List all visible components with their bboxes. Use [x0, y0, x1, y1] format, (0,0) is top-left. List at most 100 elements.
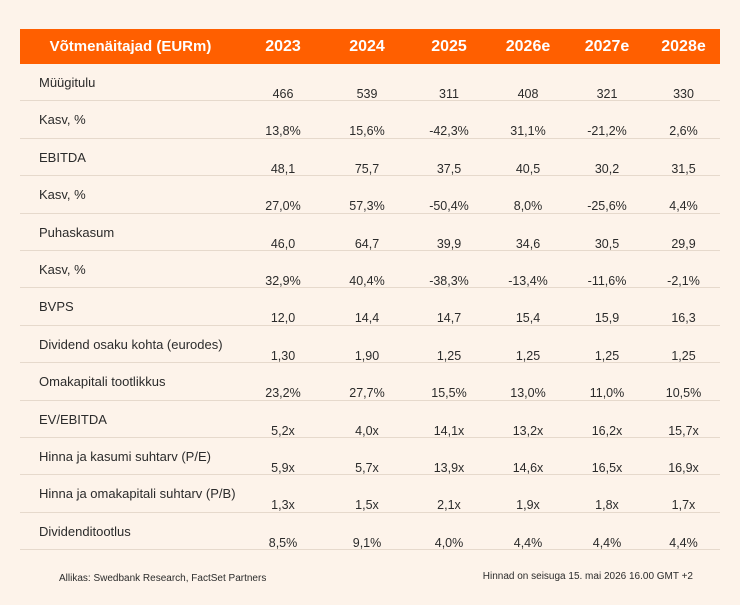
table-cell: 29,9	[671, 236, 696, 251]
table-cell: 15,9	[594, 311, 620, 326]
table-cell: 16,3	[671, 311, 696, 326]
table-row: Puhaskasum 46,0 64,7 39,9 34,6 30,5 29,9	[20, 214, 720, 251]
table-cell: 5,7x	[355, 460, 379, 475]
table-row: EBITDA 48,1 75,7 37,5 40,5 30,2 31,5	[20, 139, 720, 177]
table-cell: 30,5	[594, 236, 620, 251]
year-header: 2026e	[505, 37, 551, 55]
table-header: Võtmenäitajad (EURm) 2023 2024 2025 2026…	[20, 29, 720, 64]
table-row: Hinna ja omakapitali suhtarv (P/B) 1,3x 1,…	[20, 475, 720, 513]
table-row: Kasv, % 32,9% 40,4% -38,3% -13,4% -11,6% -2,1%	[20, 251, 720, 289]
year-header: 2027e	[584, 37, 630, 55]
year-header: 2028e	[661, 37, 706, 55]
table-cell: 8,5%	[268, 535, 298, 550]
table-row: Dividend osaku kohta (eurodes) 1,30 1,90 1,…	[20, 326, 720, 364]
table-cell: 15,6%	[349, 124, 385, 139]
table-cell: 4,0x	[355, 423, 379, 438]
source-note: Allikas: Swedbank Research, FactSet Part…	[59, 573, 267, 584]
table-cell: 57,3%	[349, 199, 385, 214]
table-cell: 32,9%	[265, 273, 301, 288]
table-cell: 23,2%	[265, 386, 301, 401]
row-label: Dividenditootlus	[39, 523, 131, 539]
table-cell: 40,5	[515, 161, 541, 176]
table-cell: -38,3%	[429, 273, 469, 288]
table-cell: 13,8%	[265, 124, 301, 139]
table-cell: 46,0	[270, 236, 296, 251]
table-cell: 30,2	[594, 161, 620, 176]
table-cell: 16,2x	[591, 423, 623, 438]
table-row: Kasv, % 27,0% 57,3% -50,4% 8,0% -25,6% 4,4%	[20, 176, 720, 214]
year-header: 2024	[349, 37, 385, 55]
table-cell: 16,5x	[591, 460, 623, 475]
table-row: Hinna ja kasumi suhtarv (P/E) 5,9x 5,7x 13,…	[20, 438, 720, 476]
table-cell: 11,0%	[589, 386, 625, 401]
table-cell: 2,1x	[437, 498, 461, 513]
row-label: Dividend osaku kohta (eurodes)	[39, 336, 223, 352]
row-label: Puhaskasum	[39, 224, 115, 240]
table-cell: 27,7%	[349, 386, 385, 401]
row-label: Müügitulu	[39, 75, 96, 90]
table-row: Kasv, % 13,8% 15,6% -42,3% 31,1% -21,2% 2,6%	[20, 101, 720, 139]
row-label: Kasv, %	[39, 187, 86, 203]
table-cell: 48,1	[270, 161, 296, 176]
table-cell: 2,6%	[669, 124, 698, 139]
table-cell: 10,5%	[665, 386, 702, 401]
table-cell: 14,4	[354, 311, 380, 326]
table-cell: 4,4%	[669, 535, 698, 550]
table-cell: 15,7x	[668, 423, 699, 438]
table-cell: 9,1%	[352, 535, 382, 550]
price-date-note: Hinnad on seisuga 15. mai 2026 16.00 GMT…	[482, 571, 693, 582]
table-cell: 539	[356, 87, 378, 101]
table-cell: 466	[272, 87, 294, 101]
table-cell: 1,90	[354, 348, 380, 363]
table-cell: 15,5%	[431, 386, 467, 401]
table-cell: 64,7	[354, 236, 380, 251]
table-cell: 330	[673, 87, 694, 101]
table-cell: 37,5	[436, 161, 462, 176]
table-cell: 321	[596, 87, 618, 101]
table-cell: 1,30	[270, 348, 296, 363]
table-cell: -25,6%	[587, 199, 627, 214]
table-cell: 12,0	[270, 311, 296, 326]
table-cell: 1,5x	[355, 498, 379, 513]
table-cell: 31,5	[671, 161, 696, 176]
table-row: EV/EBITDA 5,2x 4,0x 14,1x 13,2x 16,2x 15,7x	[20, 401, 720, 438]
table-cell: 27,0%	[265, 199, 301, 214]
table-cell: 4,4%	[669, 199, 698, 214]
row-label: Hinna ja kasumi suhtarv (P/E)	[39, 448, 211, 464]
row-label: EV/EBITDA	[39, 411, 107, 427]
table-row: Omakapitali tootlikkus 23,2% 27,7% 15,5% 13,…	[20, 363, 720, 401]
table-cell: 31,1%	[510, 124, 546, 139]
table-cell: 34,6	[515, 236, 541, 251]
table-cell: 15,4	[515, 311, 541, 326]
table-cell: -42,3%	[429, 124, 469, 139]
table-cell: 14,1x	[433, 423, 465, 438]
row-label: Kasv, %	[39, 261, 86, 277]
table-cell: 40,4%	[349, 273, 385, 288]
table-row: BVPS 12,0 14,4 14,7 15,4 15,9 16,3	[20, 288, 720, 326]
row-label: Hinna ja omakapitali suhtarv (P/B)	[39, 486, 236, 502]
table-cell: 14,7	[436, 311, 462, 326]
table-cell: 1,3x	[271, 498, 295, 513]
table-cell: 1,7x	[671, 498, 696, 513]
table-cell: 8,0%	[513, 199, 543, 214]
table-row: Müügitulu 466 539 311 408 321 330	[20, 64, 720, 102]
table-cell: -50,4%	[429, 199, 469, 214]
row-label: BVPS	[39, 299, 74, 315]
table-cell: 4,0%	[434, 535, 464, 550]
table-body: Müügitulu 466 539 311 408 321 330 Kasv, % 13,8% 1…	[20, 64, 720, 551]
table-cell: 1,8x	[595, 498, 619, 513]
table-title: Võtmenäitajad (EURm)	[49, 38, 212, 55]
year-header: 2023	[265, 37, 301, 55]
row-label: Kasv, %	[39, 112, 86, 128]
table-cell: 13,0%	[510, 386, 546, 401]
key-figures-table: Võtmenäitajad (EURm) 2023 2024 2025 2026…	[20, 29, 720, 551]
table-cell: 5,9x	[271, 460, 295, 475]
table-cell: -13,4%	[508, 273, 548, 288]
row-label: EBITDA	[39, 149, 86, 165]
table-row: Dividenditootlus 8,5% 9,1% 4,0% 4,4% 4,4% 4,4%	[20, 513, 720, 551]
table-cell: 4,4%	[513, 535, 543, 550]
table-cell: 311	[439, 87, 459, 101]
table-cell: 4,4%	[592, 535, 622, 550]
table-cell: 1,25	[436, 348, 462, 363]
table-cell: -11,6%	[587, 273, 627, 288]
